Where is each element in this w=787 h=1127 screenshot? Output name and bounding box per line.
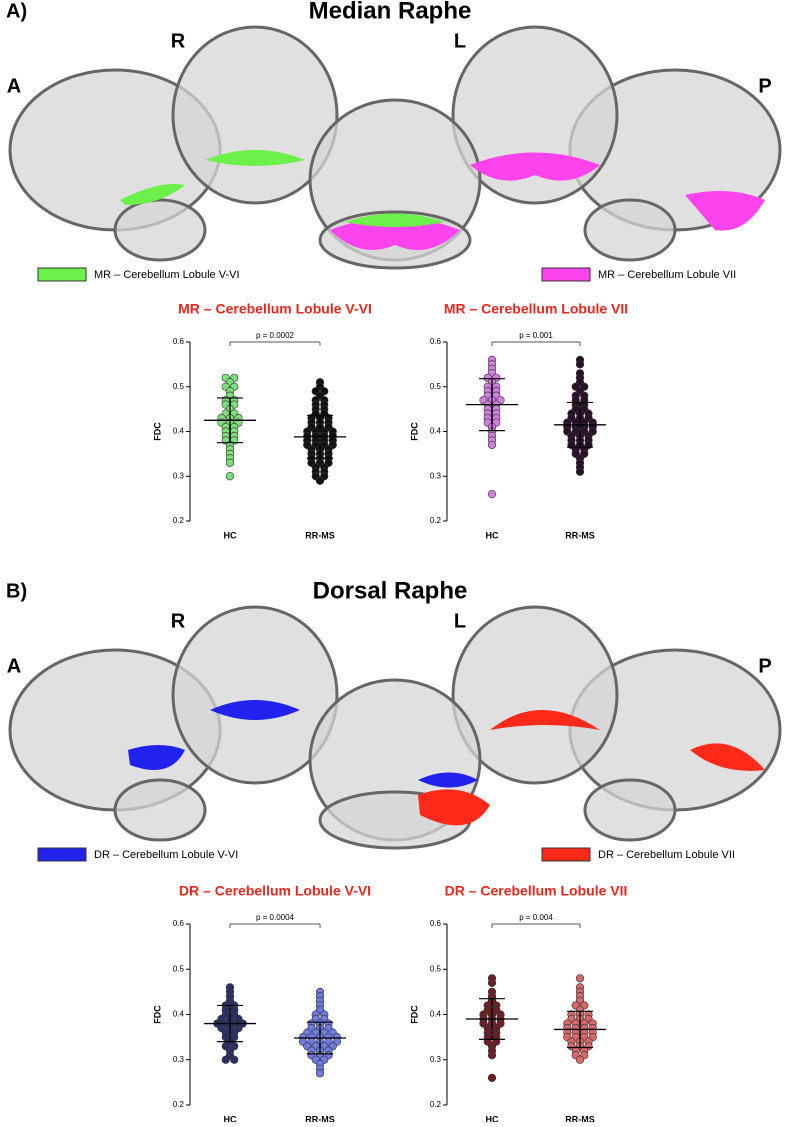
y-tick-label: 0.3 [173, 471, 185, 480]
data-point [487, 978, 497, 987]
data-point [487, 1051, 497, 1060]
y-tick-label: 0.3 [173, 1055, 185, 1064]
y-tick-label: 0.4 [173, 1010, 185, 1019]
y-tick-label: 0.2 [173, 516, 185, 525]
chart-title: DR – Cerebellum Lobule V-VI [179, 883, 371, 899]
x-tick-label: RR-MS [565, 1114, 595, 1122]
data-point [221, 1055, 230, 1064]
x-tick-label: HC [224, 1114, 237, 1122]
x-tick-label: RR-MS [305, 1114, 335, 1122]
y-tick-label: 0.6 [430, 919, 442, 928]
x-tick-label: HC [486, 1114, 499, 1122]
panel-b [8, 605, 782, 862]
y-tick-label: 0.5 [430, 382, 442, 391]
y-axis-label: FDC [152, 422, 162, 441]
data-point [487, 440, 497, 450]
y-tick-label: 0.5 [173, 382, 185, 391]
x-tick-label: RR-MS [565, 530, 595, 540]
panel-title: Dorsal Raphe [313, 577, 468, 604]
tract [345, 213, 445, 227]
tract [205, 150, 305, 166]
annotation: p = 0.0002 [256, 331, 295, 340]
view-label: A [7, 655, 21, 677]
y-axis-label: FDC [409, 1005, 419, 1024]
view-label: R [171, 30, 186, 52]
tract [128, 745, 185, 770]
y-axis-label: FDC [409, 422, 419, 441]
legend-swatch [541, 267, 591, 282]
chart-title: DR – Cerebellum Lobule VII [445, 883, 628, 899]
y-tick-label: 0.2 [430, 516, 442, 525]
y-axis-label: FDC [152, 1005, 162, 1024]
tract [685, 191, 765, 231]
legend-label: DR – Cerebellum Lobule VII [598, 849, 735, 861]
data-point [315, 1069, 325, 1078]
view-label: P [758, 75, 771, 97]
data-point [487, 490, 497, 499]
annotation: p = 0.0004 [256, 913, 295, 922]
view-label: R [171, 610, 186, 632]
y-tick-label: 0.2 [173, 1100, 185, 1109]
y-tick-label: 0.2 [430, 1100, 442, 1109]
view-label: A [7, 75, 21, 97]
y-tick-label: 0.5 [430, 964, 442, 973]
legend-label: DR – Cerebellum Lobule V-VI [94, 849, 238, 861]
chart-title: MR – Cerebellum Lobule VII [444, 301, 628, 317]
tract [120, 184, 185, 205]
legend-swatch [37, 847, 87, 862]
panel-label: B) [6, 580, 27, 602]
x-tick-label: HC [486, 530, 499, 540]
data-point [575, 467, 585, 476]
tract [418, 772, 478, 788]
tract [418, 789, 490, 826]
tract [470, 152, 600, 181]
data-point [225, 472, 235, 481]
legend-label: MR – Cerebellum Lobule VII [598, 269, 736, 281]
x-tick-label: HC [224, 530, 237, 540]
tract [330, 217, 460, 250]
y-tick-label: 0.4 [430, 1010, 442, 1019]
data-point [230, 1055, 239, 1064]
panel-a [8, 25, 782, 282]
data-point [575, 974, 585, 983]
view-label: P [758, 655, 771, 677]
legend-swatch [37, 267, 87, 282]
tract [210, 700, 300, 720]
panel-label: A) [6, 0, 27, 22]
annotation: p = 0.001 [519, 331, 553, 340]
y-tick-label: 0.6 [173, 919, 185, 928]
y-tick-label: 0.5 [173, 964, 185, 973]
legend-label: MR – Cerebellum Lobule V-VI [94, 269, 240, 281]
annotation: p = 0.004 [519, 913, 553, 922]
y-tick-label: 0.4 [173, 427, 185, 436]
y-tick-label: 0.6 [173, 337, 185, 346]
chart-title: MR – Cerebellum Lobule V-VI [178, 301, 372, 317]
data-point [575, 360, 585, 369]
data-point [315, 476, 325, 485]
y-tick-label: 0.3 [430, 1055, 442, 1064]
panel-title: Median Raphe [309, 0, 472, 24]
data-point [225, 458, 235, 467]
tract [490, 710, 600, 730]
data-point [575, 1055, 585, 1064]
y-tick-label: 0.6 [430, 337, 442, 346]
y-tick-label: 0.4 [430, 427, 442, 436]
data-point [487, 1073, 497, 1082]
legend-swatch [541, 847, 591, 862]
tract [690, 743, 765, 771]
x-tick-label: RR-MS [305, 530, 335, 540]
view-label: L [454, 610, 466, 632]
view-label: L [454, 30, 466, 52]
y-tick-label: 0.3 [430, 471, 442, 480]
